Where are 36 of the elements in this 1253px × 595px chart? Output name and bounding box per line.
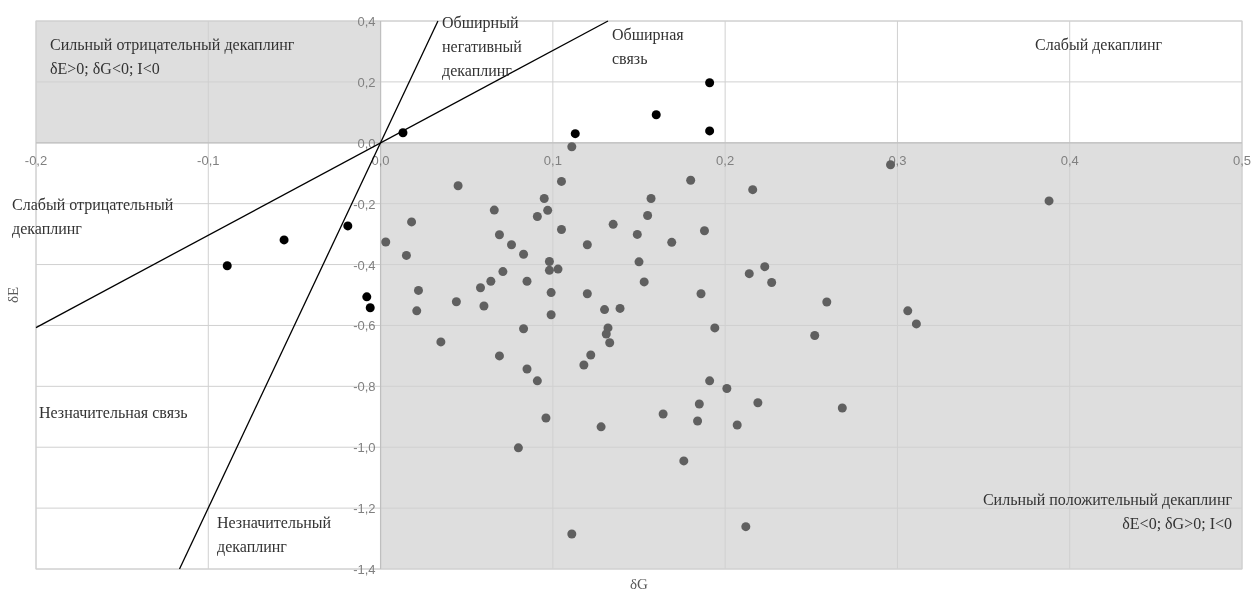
y-tick-label: -0,6 [353, 318, 376, 334]
x-tick-label: -0,1 [197, 152, 220, 168]
point [651, 110, 661, 120]
x-tick-label: 0,0 [371, 152, 390, 168]
y-tick-label: -0,4 [353, 257, 376, 273]
annotation: Слабый отрицательный декаплинг [12, 196, 174, 238]
point [570, 129, 580, 139]
annotation: Слабый декаплинг [1035, 36, 1163, 54]
x-axis-title: δG [630, 576, 649, 592]
annotation: Сильный положительный декаплинг δE<0; δG>0; I<0 [982, 491, 1233, 532]
y-tick-label: -1,0 [353, 440, 376, 456]
point [222, 261, 232, 271]
point [343, 221, 353, 231]
y-tick-label: -0,8 [353, 379, 376, 395]
x-tick-label: 0,1 [543, 152, 562, 168]
x-tick-label: 0,2 [716, 152, 735, 168]
annotation: Сильный отрицательный декаплинг δE>0; δG<0; I<0 [50, 36, 295, 77]
y-tick-label: -1,4 [353, 562, 376, 577]
y-axis-title: δE [5, 286, 21, 304]
x-tick-label: -0,2 [24, 152, 48, 168]
y-tick-label: 0,4 [357, 14, 376, 29]
point [705, 78, 715, 88]
point [362, 292, 372, 302]
point [365, 303, 375, 313]
annotation: Обширная связь [612, 26, 685, 67]
annotation: Обширный негативный декаплинг [442, 14, 523, 80]
y-tick-label: 0,2 [357, 74, 376, 90]
x-tick-label: 0,5 [1232, 152, 1252, 168]
y-tick-label: 0,0 [357, 135, 376, 151]
annotation: Незначительная связь [39, 404, 188, 421]
y-tick-label: -0,2 [353, 196, 376, 212]
y-tick-label: -1,2 [353, 501, 376, 517]
x-tick-label: 0,4 [1060, 152, 1079, 168]
point [705, 126, 715, 136]
annotation: Незначительный декаплинг [217, 514, 332, 556]
point [279, 235, 289, 245]
